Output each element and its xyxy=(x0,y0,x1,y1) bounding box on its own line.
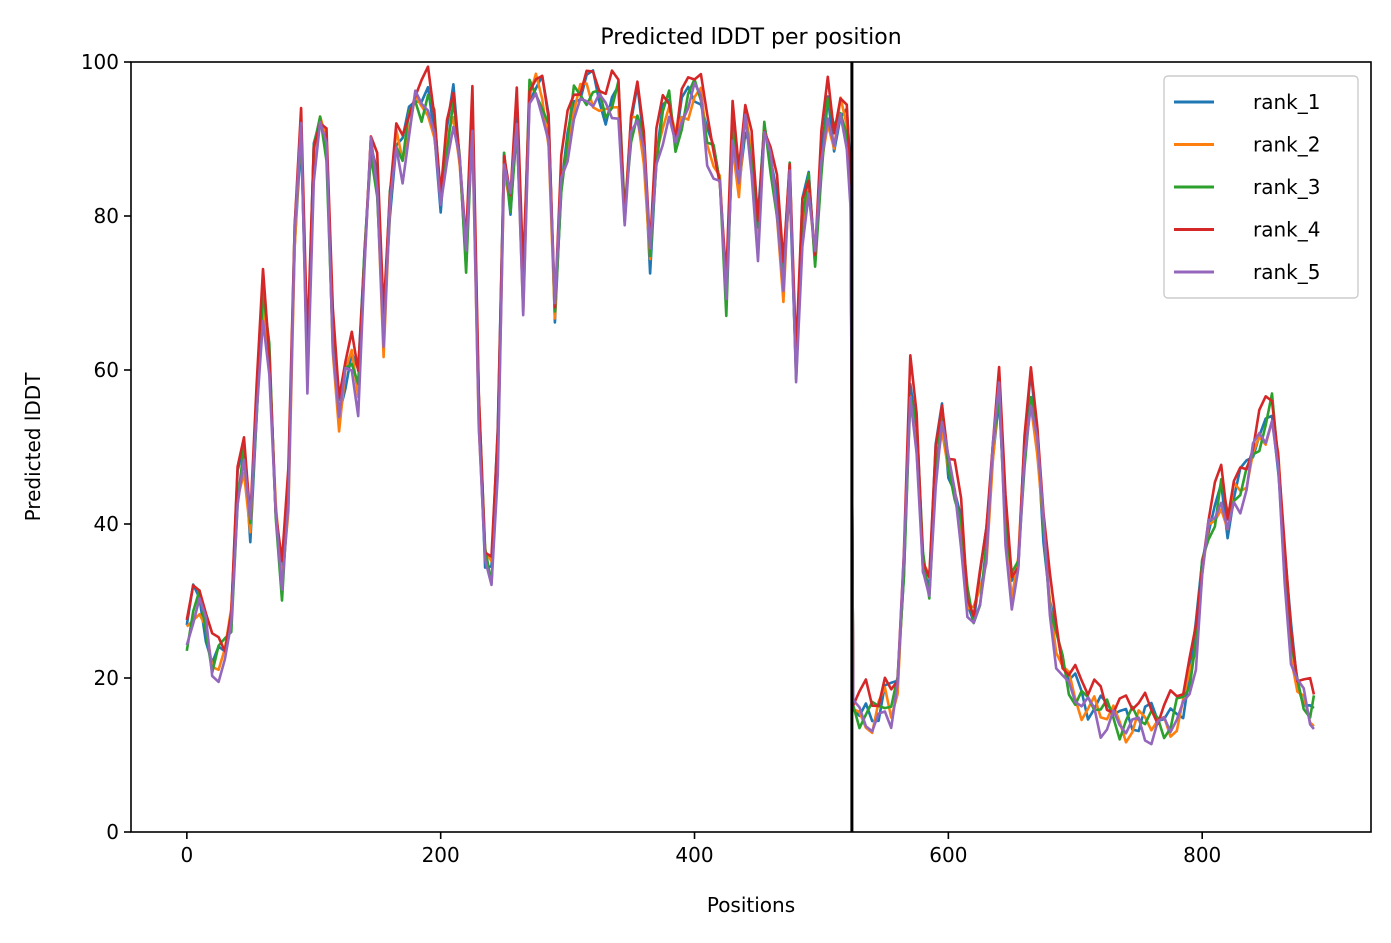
legend-box xyxy=(1163,75,1359,299)
y-tick-label: 20 xyxy=(94,666,119,690)
legend-label-rank_3: rank_3 xyxy=(1253,175,1320,199)
x-tick-label: 600 xyxy=(929,843,967,867)
y-tick-label: 100 xyxy=(81,50,119,74)
legend: rank_1 rank_2 rank_3 rank_4 rank_5 xyxy=(1163,75,1359,299)
y-axis-label: Predicted lDDT xyxy=(21,372,45,522)
x-tick-label: 400 xyxy=(675,843,713,867)
series-layer xyxy=(185,65,1316,746)
y-tick-label: 40 xyxy=(94,512,119,536)
legend-label-rank_2: rank_2 xyxy=(1253,133,1320,157)
chart-title: Predicted lDDT per position xyxy=(600,25,901,50)
y-tick-label: 80 xyxy=(94,204,119,228)
y-tick-label: 0 xyxy=(106,820,119,844)
y-axis: 0 20 40 60 80 100 xyxy=(81,50,131,844)
x-tick-label: 0 xyxy=(180,843,193,867)
x-tick-label: 800 xyxy=(1183,843,1221,867)
axes-frame xyxy=(130,61,1372,833)
series-line-rank_5 xyxy=(185,81,1315,746)
x-axis: 0 200 400 600 800 xyxy=(180,832,1221,867)
x-axis-label: Positions xyxy=(707,893,795,917)
legend-label-rank_4: rank_4 xyxy=(1253,218,1320,242)
legend-label-rank_1: rank_1 xyxy=(1253,90,1320,114)
legend-label-rank_5: rank_5 xyxy=(1253,260,1320,284)
y-tick-label: 60 xyxy=(94,358,119,382)
series-line-rank_4 xyxy=(185,65,1316,726)
x-tick-label: 200 xyxy=(422,843,460,867)
